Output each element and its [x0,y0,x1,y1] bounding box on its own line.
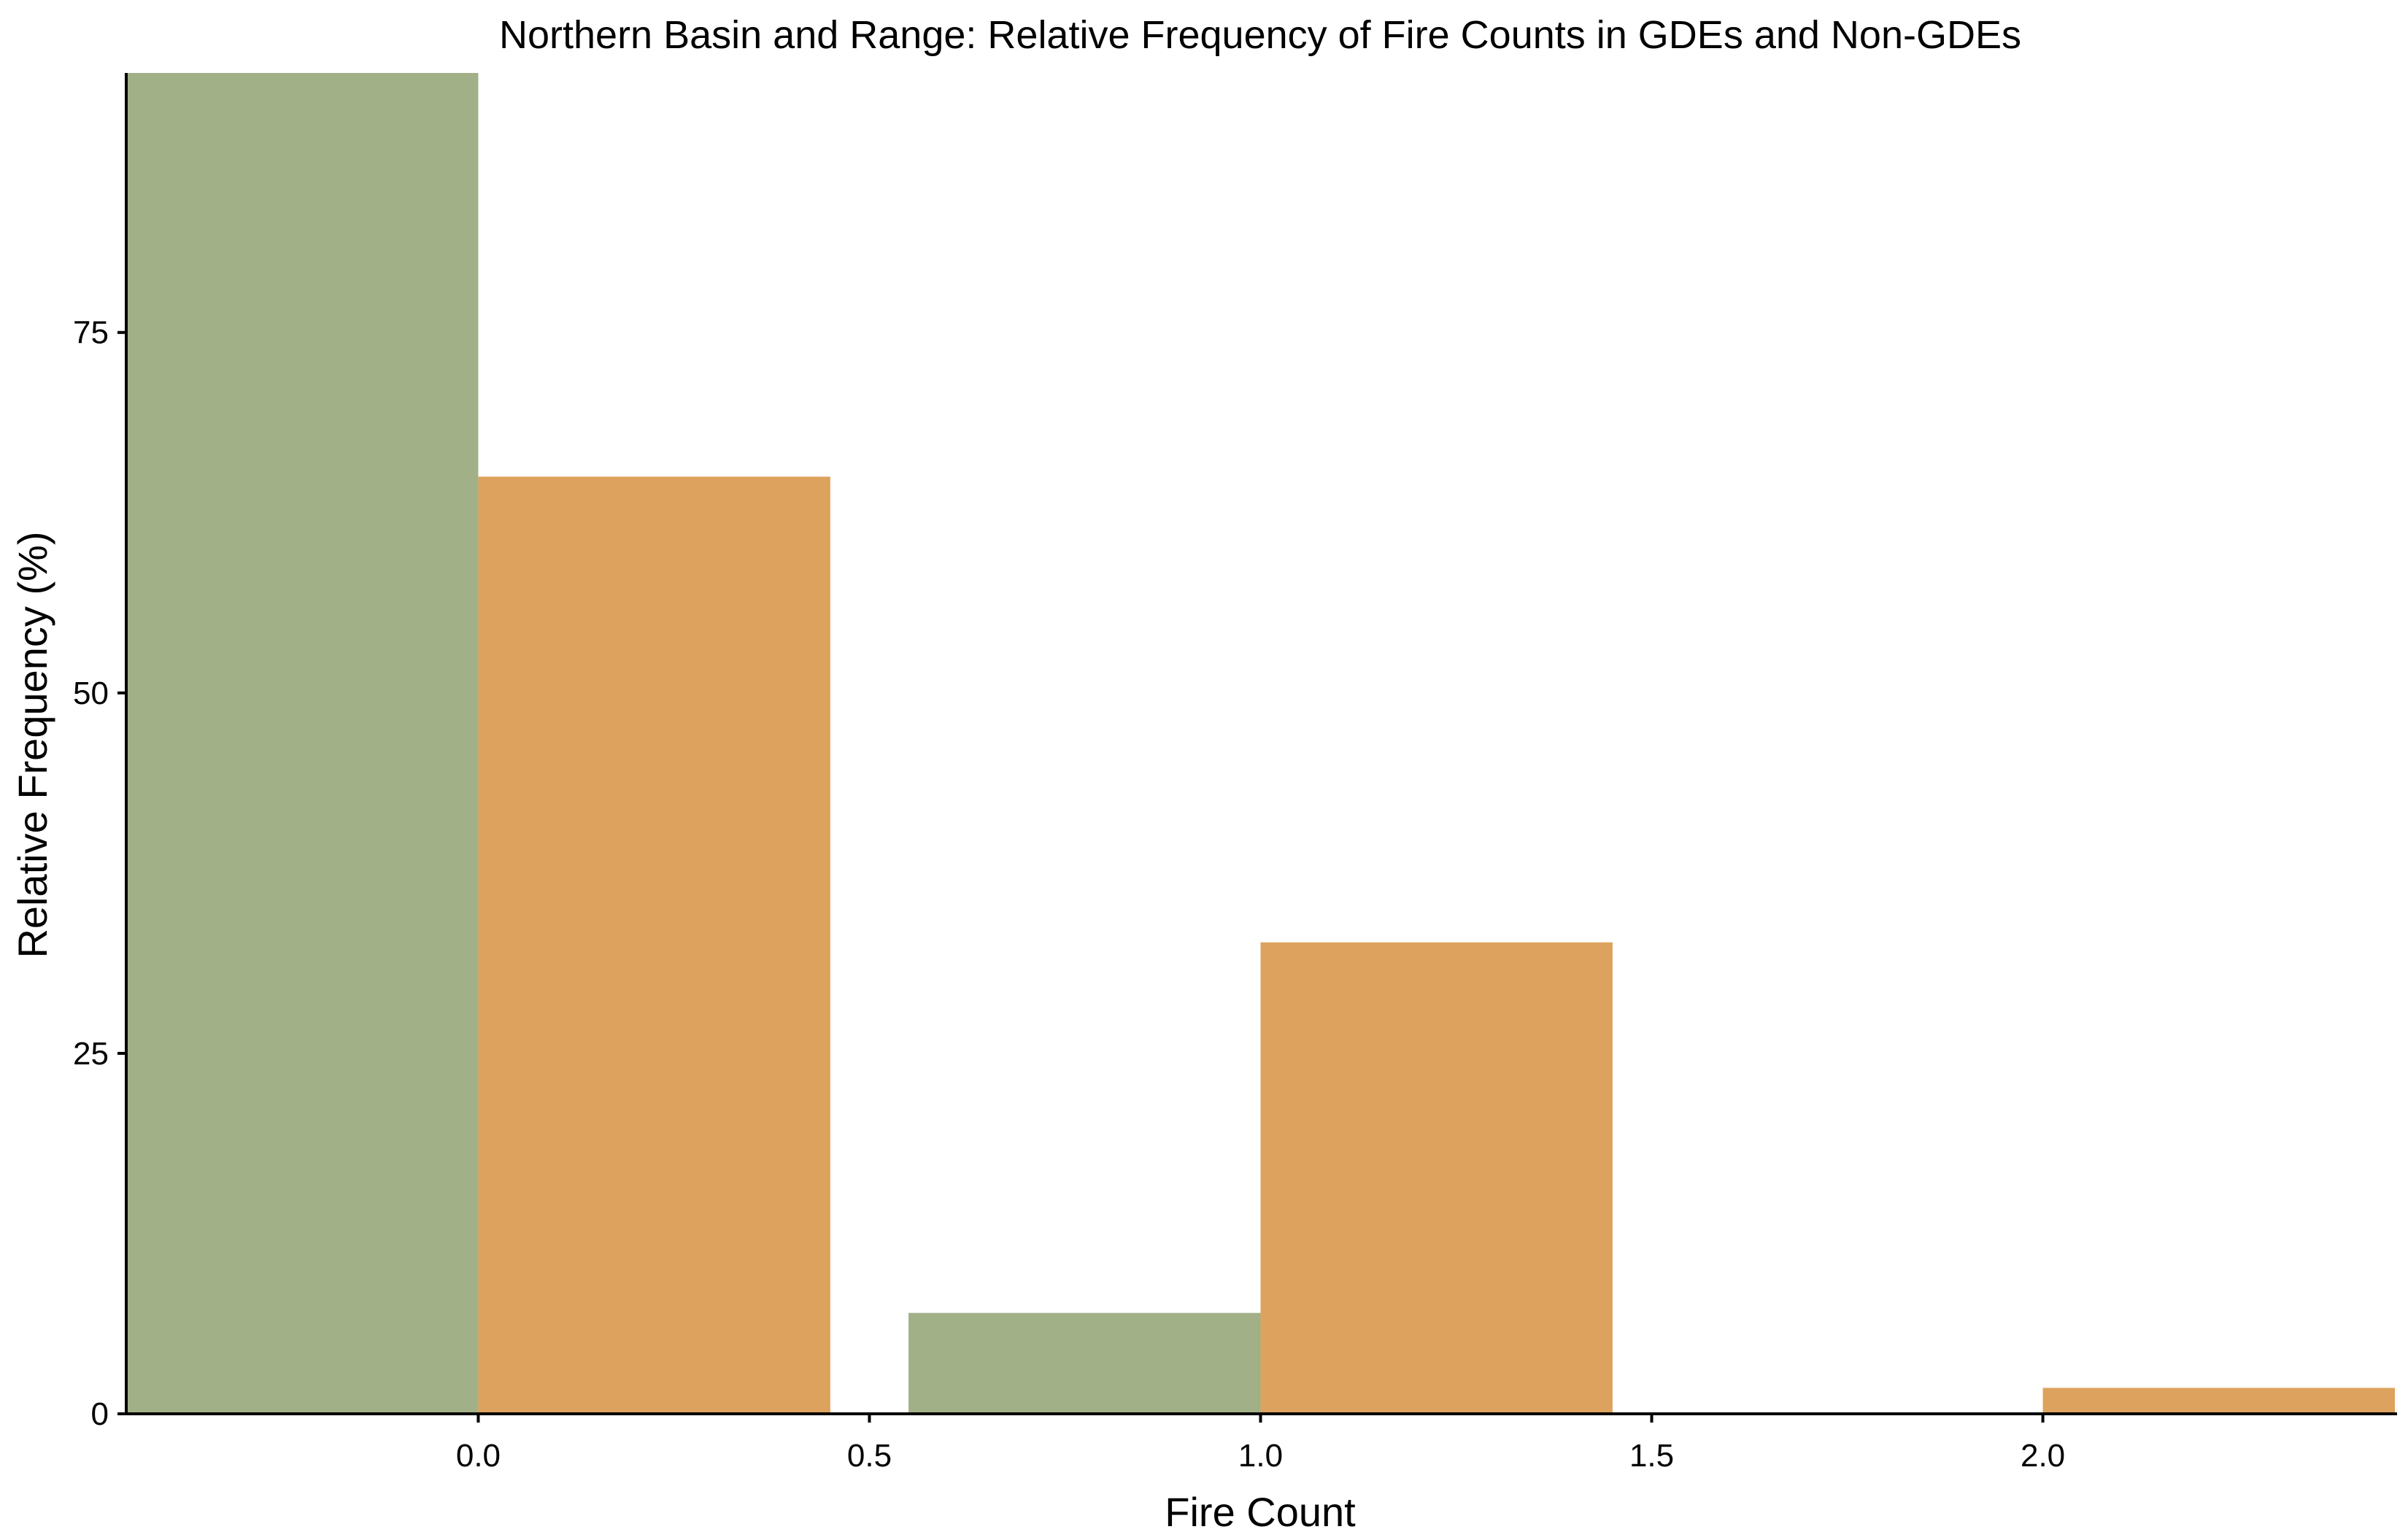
chart-title: Northern Basin and Range: Relative Frequ… [499,13,2021,57]
x-tick-label-4: 2.0 [2021,1438,2065,1474]
y-tick-label-3: 75 [73,315,109,351]
bar-1 [478,476,830,1414]
bars-group [126,73,2395,1414]
y-tick-label-2: 50 [73,676,109,711]
bar-0 [126,73,479,1414]
bar-2 [908,1312,1261,1414]
x-tick-label-2: 1.0 [1238,1438,1283,1474]
y-ticks-group: 0 25 50 75 [73,315,126,1432]
y-tick-label-1: 25 [73,1036,109,1072]
bar-5 [2042,1388,2395,1414]
x-tick-label-0: 0.0 [456,1438,501,1474]
x-tick-label-3: 1.5 [1629,1438,1674,1474]
x-ticks-group: 0.0 0.5 1.0 1.5 2.0 [456,1414,2065,1474]
y-axis-label: Relative Frequency (%) [9,531,55,958]
bar-3 [1260,942,1613,1414]
x-tick-label-1: 0.5 [847,1438,892,1474]
x-axis-label: Fire Count [1165,1489,1356,1532]
y-tick-label-0: 0 [91,1396,109,1432]
